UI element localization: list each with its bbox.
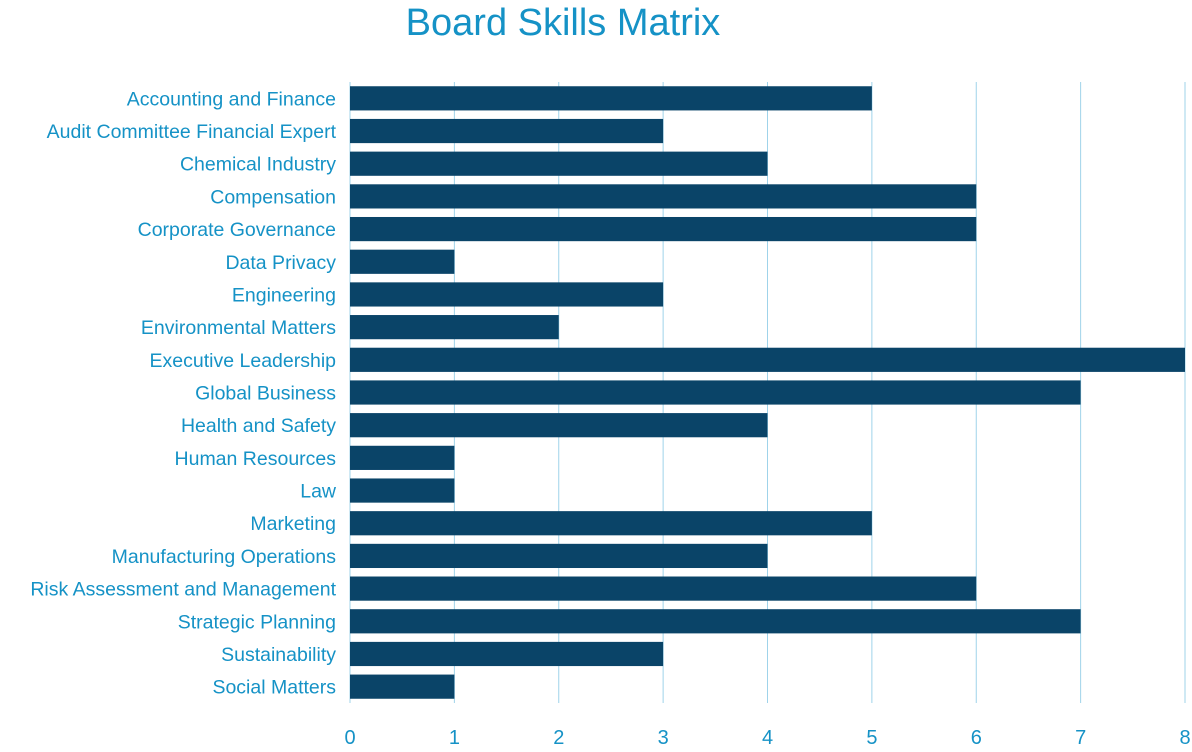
category-label: Law (300, 481, 337, 503)
category-label: Human Resources (175, 448, 337, 470)
category-label: Compensation (210, 186, 336, 208)
x-tick-label: 8 (1179, 727, 1190, 749)
category-label: Marketing (250, 513, 336, 535)
category-label: Data Privacy (225, 252, 336, 274)
bar (350, 118, 664, 144)
category-label: Corporate Governance (138, 219, 336, 241)
x-tick-label: 0 (344, 727, 355, 749)
category-label: Health and Safety (181, 415, 336, 437)
bar (350, 511, 872, 536)
category-label: Accounting and Finance (127, 88, 336, 110)
bar (350, 216, 977, 242)
bars (350, 86, 1185, 699)
category-label: Social Matters (212, 677, 336, 699)
category-label: Manufacturing Operations (112, 546, 337, 568)
x-tick-label: 7 (1075, 727, 1086, 749)
category-label: Engineering (232, 284, 336, 306)
category-label: Executive Leadership (150, 350, 337, 372)
bar (350, 151, 768, 176)
category-label: Chemical Industry (180, 154, 336, 176)
bar (350, 86, 872, 111)
bar (350, 380, 1081, 405)
category-label: Audit Committee Financial Expert (47, 121, 337, 143)
x-tick-label: 2 (553, 727, 564, 749)
bar (350, 576, 977, 601)
category-label: Global Business (195, 383, 336, 405)
bar (350, 184, 977, 209)
category-label: Environmental Matters (141, 317, 336, 339)
chart-title: Board Skills Matrix (405, 2, 721, 44)
x-tick-label: 3 (658, 727, 669, 749)
bar (350, 413, 768, 438)
bar (350, 445, 455, 470)
bar (350, 543, 768, 569)
bar (350, 347, 1185, 372)
category-label: Sustainability (221, 644, 336, 666)
category-label: Risk Assessment and Management (30, 579, 336, 601)
x-tick-label: 6 (971, 727, 982, 749)
x-tick-label: 1 (449, 727, 460, 749)
bar (350, 282, 664, 307)
bar (350, 249, 455, 274)
category-label: Strategic Planning (178, 611, 336, 633)
category-labels: Accounting and Finance Audit Committee Fi… (30, 88, 337, 698)
bar (350, 609, 1081, 634)
bar (350, 641, 664, 667)
bar (350, 478, 455, 503)
x-axis-tick-labels: 0 1 2 3 4 5 6 7 8 (344, 727, 1190, 749)
bar (350, 315, 559, 340)
x-tick-label: 4 (762, 727, 773, 749)
bar (350, 674, 455, 699)
x-tick-label: 5 (866, 727, 877, 749)
